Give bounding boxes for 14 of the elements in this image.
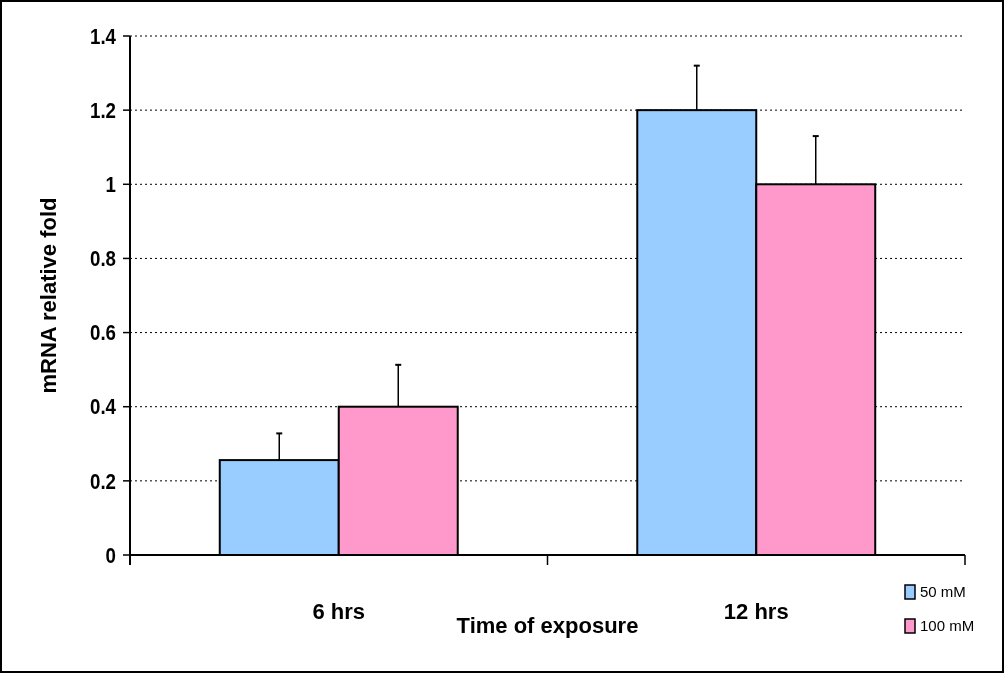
x-tick-label: 6 hrs bbox=[312, 599, 366, 624]
y-tick-label: 1.2 bbox=[90, 98, 116, 123]
y-tick-label: 1 bbox=[105, 172, 116, 197]
legend-label: 100 mM bbox=[920, 617, 975, 634]
y-tick-label: 0.8 bbox=[90, 246, 116, 271]
y-tick-label: 0.2 bbox=[90, 469, 116, 493]
x-axis-title: Time of exposure bbox=[456, 613, 639, 638]
y-tick-label: 0 bbox=[105, 543, 116, 568]
y-axis-title: mRNA relative fold bbox=[36, 197, 61, 394]
x-tick-label: 12 hrs bbox=[723, 599, 789, 624]
y-tick-label: 1.4 bbox=[90, 24, 117, 49]
y-tick-label: 0.4 bbox=[90, 395, 117, 419]
legend-label: 50 mM bbox=[920, 583, 966, 600]
y-tick-label: 0.6 bbox=[90, 320, 116, 345]
